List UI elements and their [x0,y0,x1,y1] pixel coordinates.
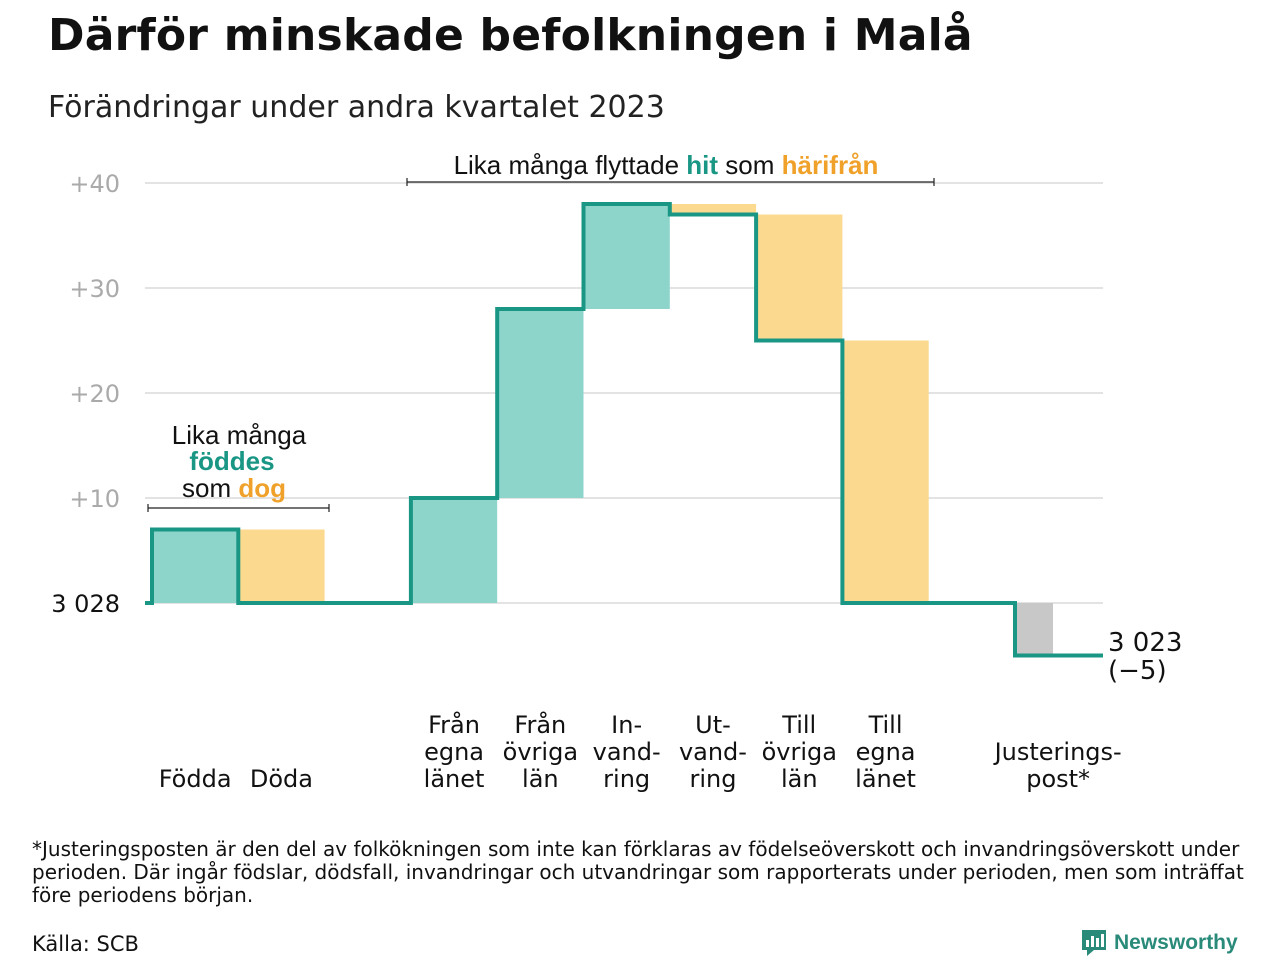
bar-in [497,309,584,498]
bar-out [842,340,929,603]
category-label: länet [424,765,485,793]
bar-out [669,204,757,215]
births-annotation-prefix: som [182,473,238,503]
category-label: Födda [159,765,232,793]
bar-adjust [1015,603,1053,656]
bar-in [410,498,498,603]
births-annotation-teal: föddes [189,446,274,476]
migration-annotation: Lika många flyttade hit som härifrån [454,150,879,180]
step-line-group [145,202,1103,658]
births-annotation-orange: dog [238,473,286,503]
category-label: Till [868,711,903,739]
bar-out [238,529,325,603]
brand-name: Newsworthy [1114,931,1238,954]
migration-annotation-orange: härifrån [782,150,879,180]
births-annotation-line3: som dog [182,473,286,503]
category-label: post* [1026,765,1090,793]
category-label: vand- [593,738,661,766]
category-label: Från [514,710,566,739]
category-label: Till [781,711,816,739]
category-label: Från [428,710,480,739]
births-annotation-line1: Lika många [172,420,307,450]
category-label: Justerings- [993,738,1122,766]
newsworthy-logo-icon [1082,930,1106,956]
y-tick-label: +20 [69,380,120,408]
bar-out [756,214,843,341]
y-tick-label: +40 [69,170,120,198]
category-label: Döda [250,765,313,793]
category-label: län [781,765,818,793]
category-label: övriga [503,738,578,766]
y-tick-label: +10 [69,485,120,513]
category-label: Ut- [695,711,731,739]
chart-title: Därför minskade befolkningen i Malå [48,10,973,61]
migration-annotation-text2: som [718,150,782,180]
step-line [145,202,1103,658]
category-label: ring [603,765,650,793]
bars [152,204,1053,656]
migration-annotation-teal: hit [686,150,718,180]
bar-in [583,204,670,309]
footnote: *Justeringsposten är den del av folkökni… [32,837,1244,907]
category-label: länet [855,765,916,793]
category-label: In- [611,711,642,739]
category-label: län [522,765,559,793]
start-value-label: 3 028 [51,590,120,618]
end-value-label: (−5) [1108,656,1167,686]
category-label: vand- [679,738,747,766]
category-label: egna [856,738,916,766]
bar-in [152,529,239,603]
category-label: övriga [762,738,837,766]
source-note: Källa: SCB [32,932,139,956]
category-label: ring [689,765,736,793]
end-value-label: 3 023 [1108,628,1182,658]
brand-logo: Newsworthy [1080,928,1238,958]
chart-subtitle: Förändringar under andra kvartalet 2023 [48,90,665,125]
category-label: egna [424,738,484,766]
migration-annotation-text1: Lika många flyttade [454,150,687,180]
y-tick-label: +30 [69,275,120,303]
